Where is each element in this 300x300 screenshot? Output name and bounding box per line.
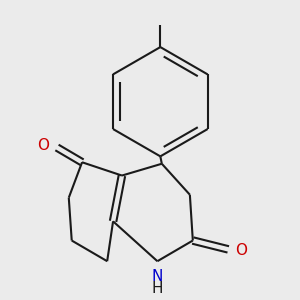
Text: N: N — [152, 268, 163, 284]
Text: O: O — [235, 243, 247, 258]
Text: O: O — [38, 138, 50, 153]
Text: H: H — [152, 281, 163, 296]
